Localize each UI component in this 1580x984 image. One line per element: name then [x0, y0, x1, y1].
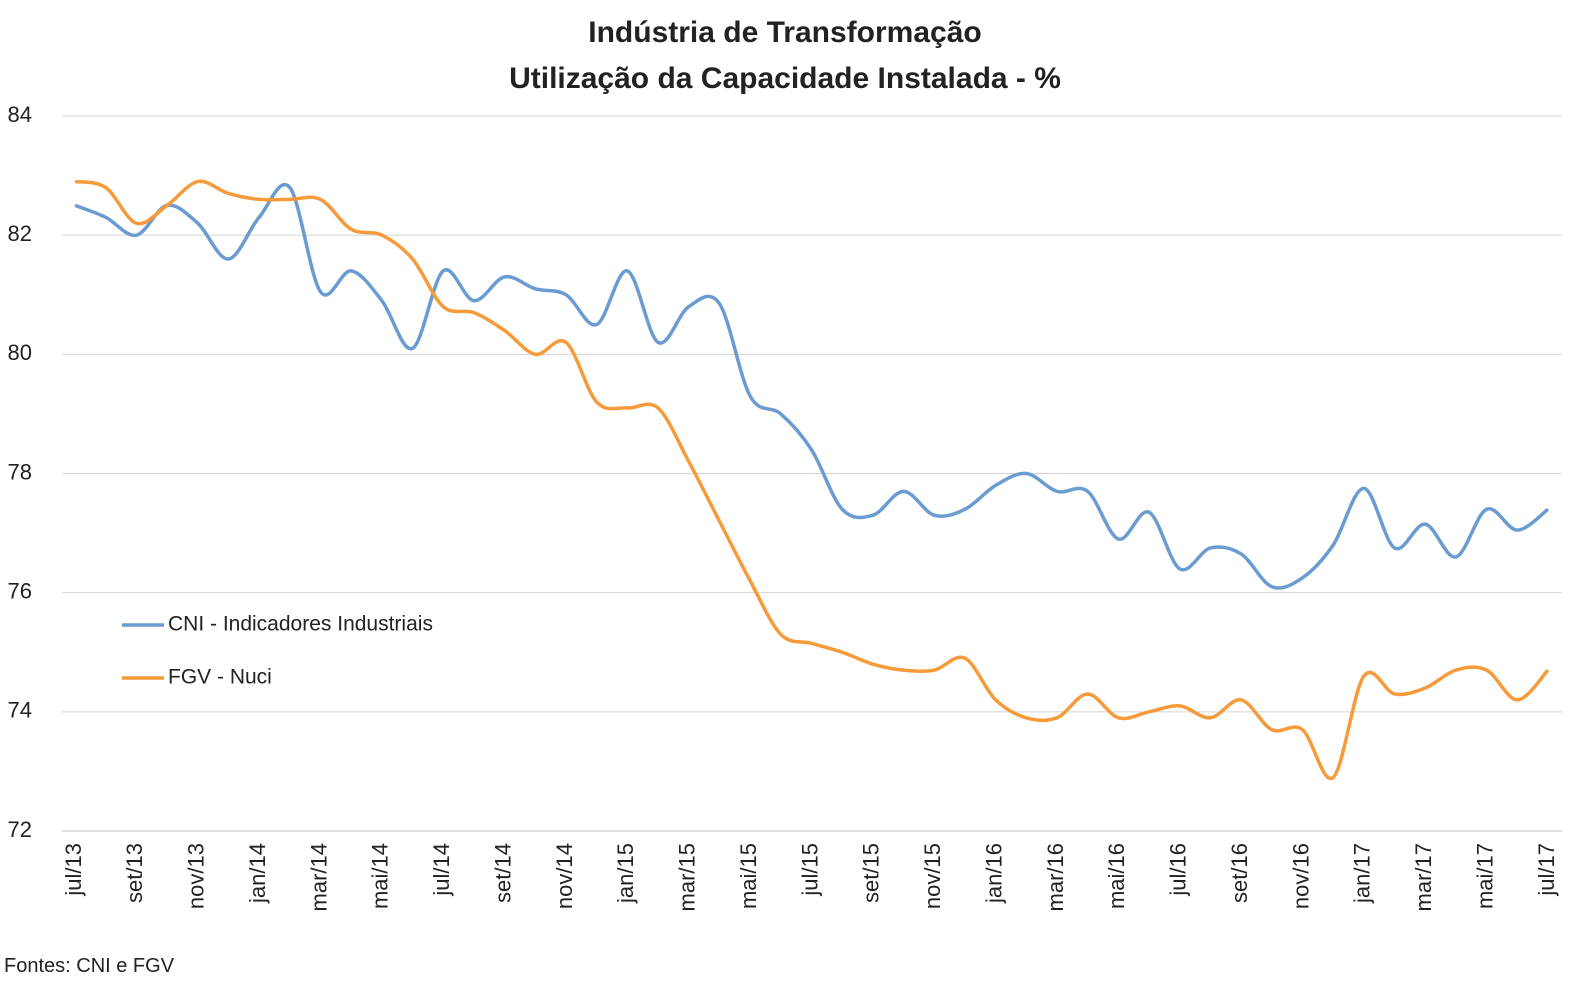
x-tick-label: mai/16	[1104, 843, 1129, 909]
data-line	[74, 182, 1550, 590]
x-tick-label: mar/15	[675, 843, 700, 911]
legend-label: FGV - Nuci	[168, 666, 272, 689]
x-tick-label: nov/15	[920, 843, 945, 909]
x-tick-label: set/15	[859, 843, 884, 903]
x-tick-label: jan/16	[981, 843, 1006, 904]
y-tick-label: 84	[8, 102, 32, 127]
x-tick-label: nov/13	[184, 843, 209, 909]
x-tick-label: nov/14	[552, 843, 577, 909]
data-line	[74, 179, 1550, 781]
x-tick-label: mar/14	[306, 843, 331, 911]
legend-label: CNI - Indicadores Industriais	[168, 613, 433, 636]
x-tick-label: jul/15	[797, 843, 822, 897]
source-note: Fontes: CNI e FGV	[4, 955, 175, 977]
y-tick-label: 76	[8, 578, 32, 603]
x-tick-label: jan/15	[613, 843, 638, 904]
chart-subtitle: Utilização da Capacidade Instalada - %	[509, 62, 1061, 95]
x-tick-label: mai/15	[736, 843, 761, 909]
x-tick-label: set/13	[122, 843, 147, 903]
x-tick-label: mar/17	[1411, 843, 1436, 911]
x-tick-label: mai/14	[368, 843, 393, 909]
x-tick-label: jul/16	[1166, 843, 1191, 897]
x-tick-label: set/16	[1227, 843, 1252, 903]
x-tick-label: nov/16	[1288, 843, 1313, 909]
x-tick-label: jan/17	[1350, 843, 1375, 904]
y-tick-label: 72	[8, 817, 32, 842]
y-tick-label: 78	[8, 459, 32, 484]
x-tick-label: mai/17	[1472, 843, 1497, 909]
x-tick-label: jan/14	[245, 843, 270, 904]
x-tick-label: jul/17	[1534, 843, 1559, 897]
x-tick-label: jul/13	[61, 843, 86, 897]
chart-title: Indústria de Transformação	[588, 16, 981, 49]
y-tick-label: 74	[8, 698, 32, 723]
x-tick-label: jul/14	[429, 843, 454, 897]
x-tick-label: mar/16	[1043, 843, 1068, 911]
y-tick-label: 80	[8, 340, 32, 365]
x-tick-label: set/14	[490, 843, 515, 903]
y-tick-label: 82	[8, 221, 32, 246]
